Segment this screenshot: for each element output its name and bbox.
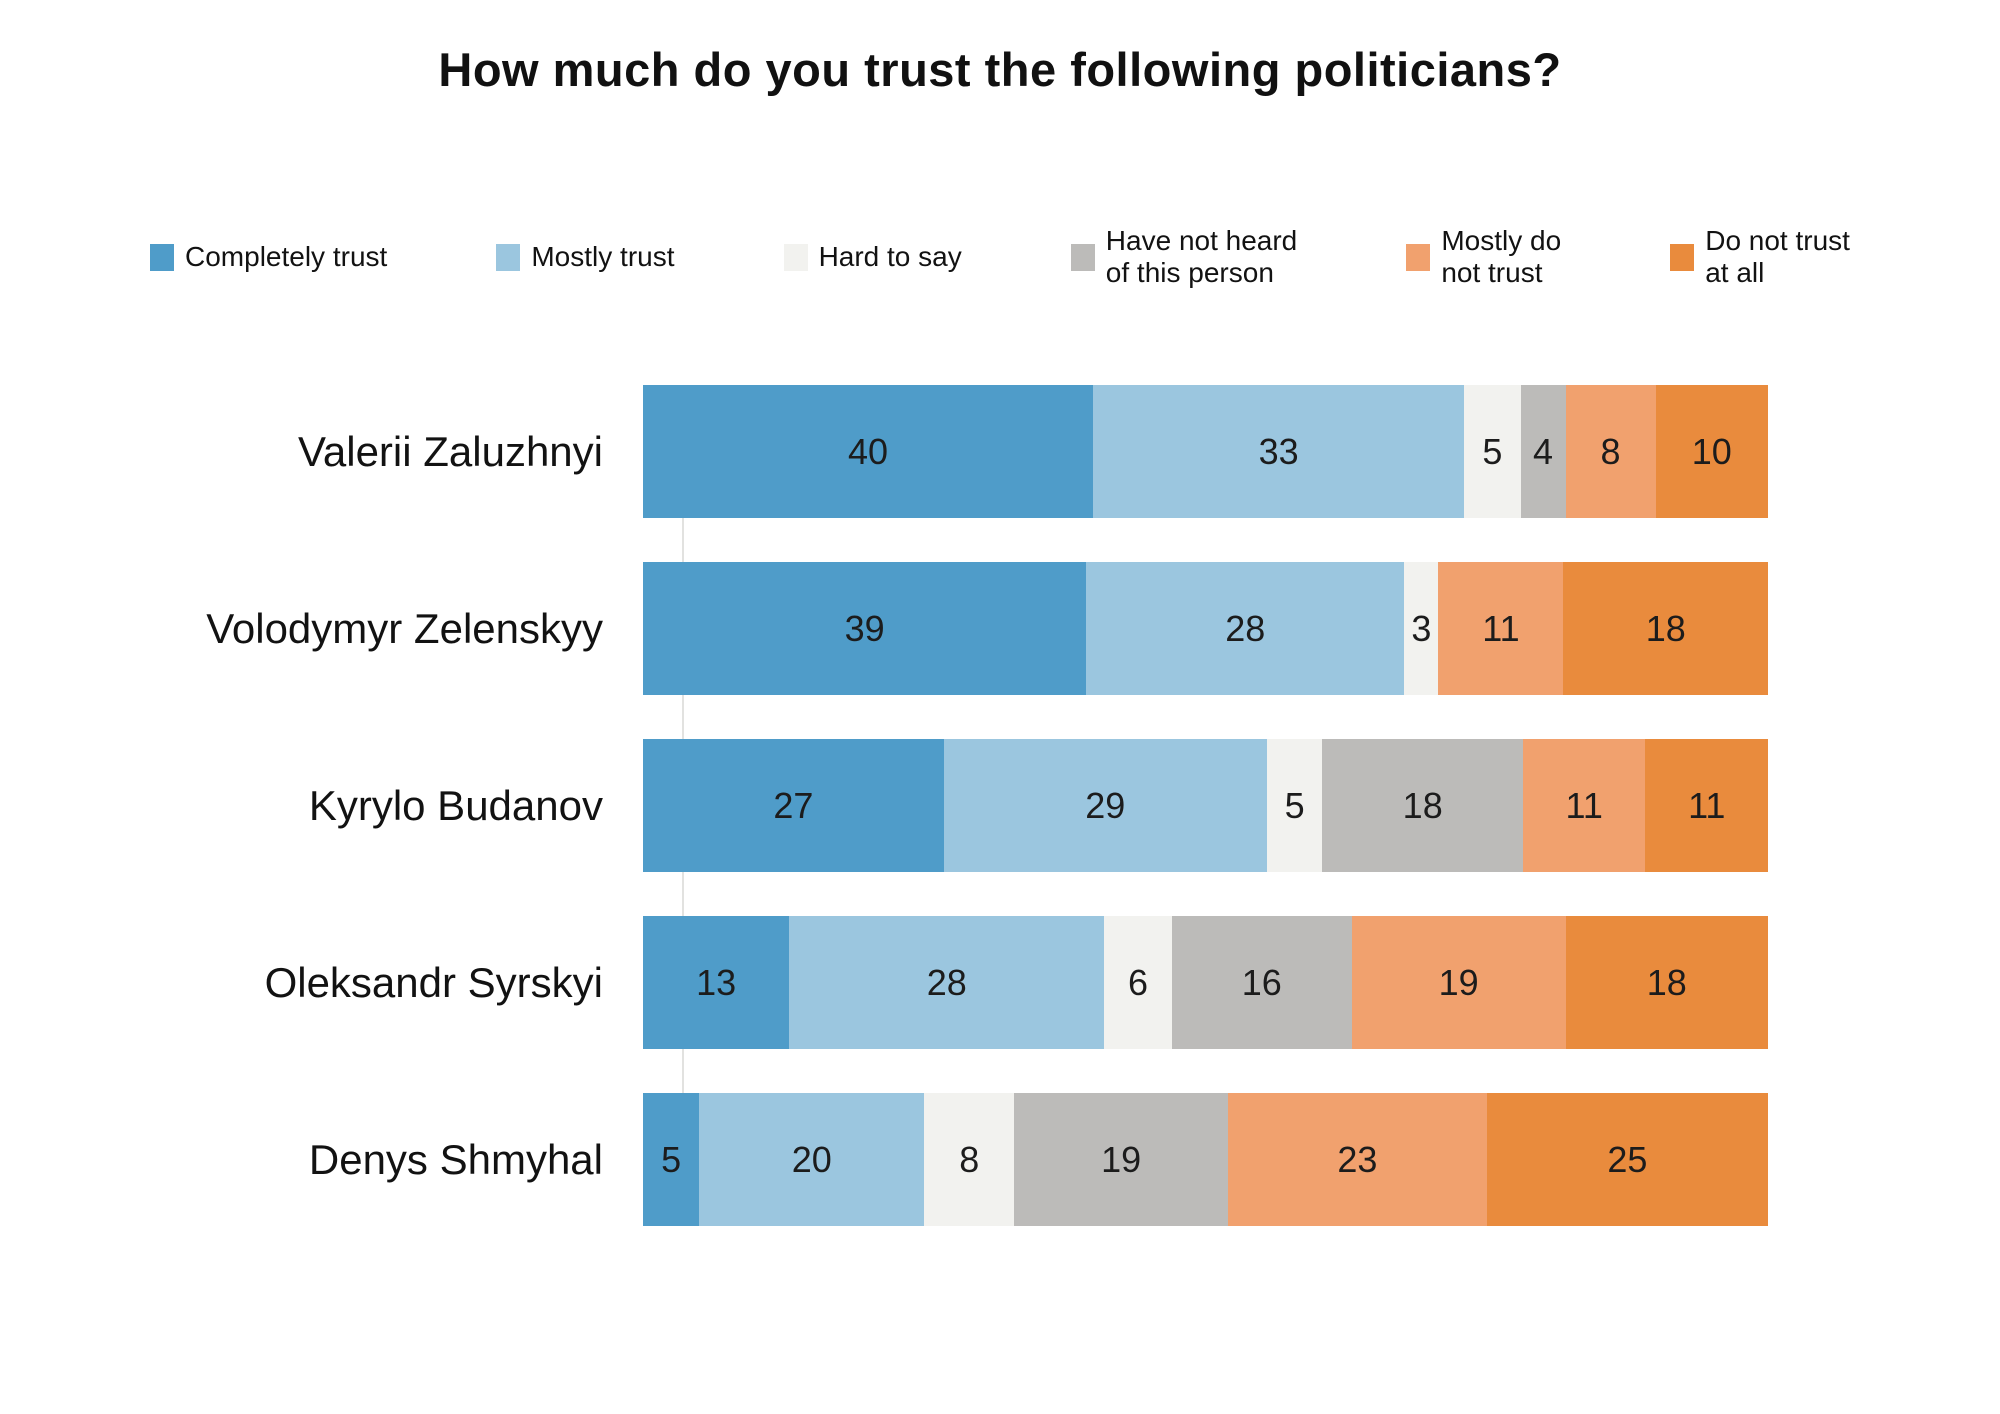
legend: Completely trust Mostly trust Hard to say H… — [150, 225, 1850, 289]
bar-segment-mostly-trust: 28 — [789, 916, 1105, 1050]
bar-segment-completely-trust: 5 — [643, 1093, 700, 1227]
bar-segment-mostly-trust: 33 — [1093, 385, 1465, 519]
bar-segment-do-not-trust-at-all: 18 — [1563, 562, 1769, 696]
segment-value: 28 — [1225, 607, 1266, 649]
segment-value: 28 — [926, 961, 967, 1003]
segment-value: 8 — [1600, 430, 1621, 472]
bar-segment-completely-trust: 40 — [643, 385, 1093, 519]
legend-item-have-not-heard-of-this-person: Have not heard of this person — [1070, 225, 1298, 289]
segment-value: 19 — [1438, 961, 1479, 1003]
segment-value: 19 — [1101, 1138, 1142, 1180]
legend-swatch — [1070, 243, 1095, 271]
category-label: Kyrylo Budanov — [308, 781, 603, 829]
segment-value: 40 — [847, 430, 889, 472]
bar-segment-completely-trust: 27 — [643, 739, 944, 873]
legend-label: Hard to say — [818, 241, 962, 273]
segment-value: 4 — [1532, 430, 1554, 472]
stacked-bar: 27 29 5 18 11 11 — [643, 739, 1769, 873]
segment-value: 25 — [1607, 1138, 1648, 1180]
stacked-bar: 40 33 5 4 8 10 — [643, 385, 1768, 519]
segment-value: 18 — [1402, 784, 1443, 826]
segment-value: 33 — [1258, 430, 1299, 472]
bar-segment-mostly-do-not-trust: 11 — [1522, 739, 1646, 873]
segment-value: 5 — [661, 1138, 682, 1180]
segment-value: 3 — [1411, 607, 1432, 649]
category-label: Denys Shmyhal — [308, 1135, 603, 1183]
bar-segment-mostly-do-not-trust: 19 — [1351, 916, 1566, 1050]
category-label: Oleksandr Syrskyi — [264, 958, 603, 1006]
bar-segment-have-not-heard-of-this-person: 4 — [1520, 385, 1566, 519]
segment-value: 13 — [696, 961, 737, 1003]
bar-segment-hard-to-say: 5 — [1464, 385, 1521, 519]
segment-value: 8 — [959, 1138, 980, 1180]
legend-label: Mostly trust — [531, 241, 675, 273]
bar-segment-do-not-trust-at-all: 18 — [1565, 916, 1768, 1050]
segment-value: 39 — [844, 607, 885, 649]
bar-rows: Valerii Zaluzhnyi 40 33 5 4 8 10 Volodymyr Zele… — [0, 385, 2000, 1227]
bar-row: Denys Shmyhal 5 20 8 19 23 25 — [0, 1093, 2000, 1227]
bar-segment-mostly-do-not-trust: 8 — [1565, 385, 1656, 519]
segment-value: 16 — [1241, 961, 1282, 1003]
bar-segment-mostly-trust: 29 — [943, 739, 1267, 873]
segment-value: 29 — [1085, 784, 1126, 826]
bar-segment-completely-trust: 13 — [643, 916, 790, 1050]
segment-value: 11 — [1565, 784, 1603, 826]
stacked-bar: 39 28 3 11 18 — [643, 562, 1769, 696]
bar-row: Oleksandr Syrskyi 13 28 6 16 19 18 — [0, 916, 2000, 1050]
bar-segment-mostly-do-not-trust: 23 — [1228, 1093, 1487, 1227]
bar-segment-do-not-trust-at-all: 25 — [1486, 1093, 1768, 1227]
segment-value: 18 — [1646, 961, 1687, 1003]
category-label: Valerii Zaluzhnyi — [297, 427, 603, 475]
segment-value: 5 — [1284, 784, 1305, 826]
bar-segment-have-not-heard-of-this-person: 16 — [1171, 916, 1352, 1050]
segment-value: 23 — [1337, 1138, 1378, 1180]
segment-value: 18 — [1645, 607, 1686, 649]
legend-swatch — [496, 243, 521, 271]
segment-value: 20 — [791, 1138, 832, 1180]
stacked-bar: 13 28 6 16 19 18 — [643, 916, 1768, 1050]
bar-segment-have-not-heard-of-this-person: 18 — [1322, 739, 1523, 873]
legend-swatch — [1406, 243, 1431, 271]
bar-row: Kyrylo Budanov 27 29 5 18 11 11 — [0, 739, 2000, 873]
bar-row: Volodymyr Zelenskyy 39 28 3 11 18 — [0, 562, 2000, 696]
legend-swatch — [150, 243, 174, 271]
bar-segment-do-not-trust-at-all: 10 — [1655, 385, 1768, 519]
bar-segment-completely-trust: 39 — [643, 562, 1087, 696]
chart-title: How much do you trust the following poli… — [438, 43, 1562, 96]
bar-segment-do-not-trust-at-all: 11 — [1645, 739, 1769, 873]
legend-label: Have not heard of this person — [1105, 225, 1298, 289]
segment-value: 11 — [1482, 607, 1520, 649]
bar-segment-hard-to-say: 5 — [1266, 739, 1323, 873]
bar-row: Valerii Zaluzhnyi 40 33 5 4 8 10 — [0, 385, 2000, 519]
legend-item-mostly-do-not-trust: Mostly do not trust — [1406, 225, 1561, 289]
segment-value: 10 — [1691, 430, 1732, 472]
segment-value: 11 — [1688, 784, 1726, 826]
legend-label: Do not trust at all — [1705, 225, 1850, 289]
bar-segment-hard-to-say: 8 — [924, 1093, 1015, 1227]
legend-item-completely-trust: Completely trust — [150, 241, 387, 273]
stacked-bar: 5 20 8 19 23 25 — [643, 1093, 1768, 1227]
bar-segment-have-not-heard-of-this-person: 19 — [1014, 1093, 1228, 1227]
legend-label: Mostly do not trust — [1441, 225, 1562, 289]
segment-value: 5 — [1482, 430, 1503, 472]
legend-swatch — [1670, 243, 1695, 271]
bar-segment-hard-to-say: 3 — [1404, 562, 1439, 696]
legend-label: Completely trust — [185, 241, 388, 273]
legend-item-mostly-trust: Mostly trust — [496, 241, 675, 273]
legend-item-do-not-trust-at-all: Do not trust at all — [1670, 225, 1850, 289]
bar-segment-mostly-trust: 20 — [699, 1093, 925, 1227]
segment-value: 27 — [773, 784, 814, 826]
bar-segment-hard-to-say: 6 — [1104, 916, 1172, 1050]
category-label: Volodymyr Zelenskyy — [206, 604, 603, 652]
bar-segment-mostly-trust: 28 — [1086, 562, 1405, 696]
bar-segment-mostly-do-not-trust: 11 — [1438, 562, 1564, 696]
segment-value: 6 — [1127, 961, 1149, 1003]
legend-swatch — [783, 243, 808, 271]
legend-item-hard-to-say: Hard to say — [783, 241, 962, 273]
